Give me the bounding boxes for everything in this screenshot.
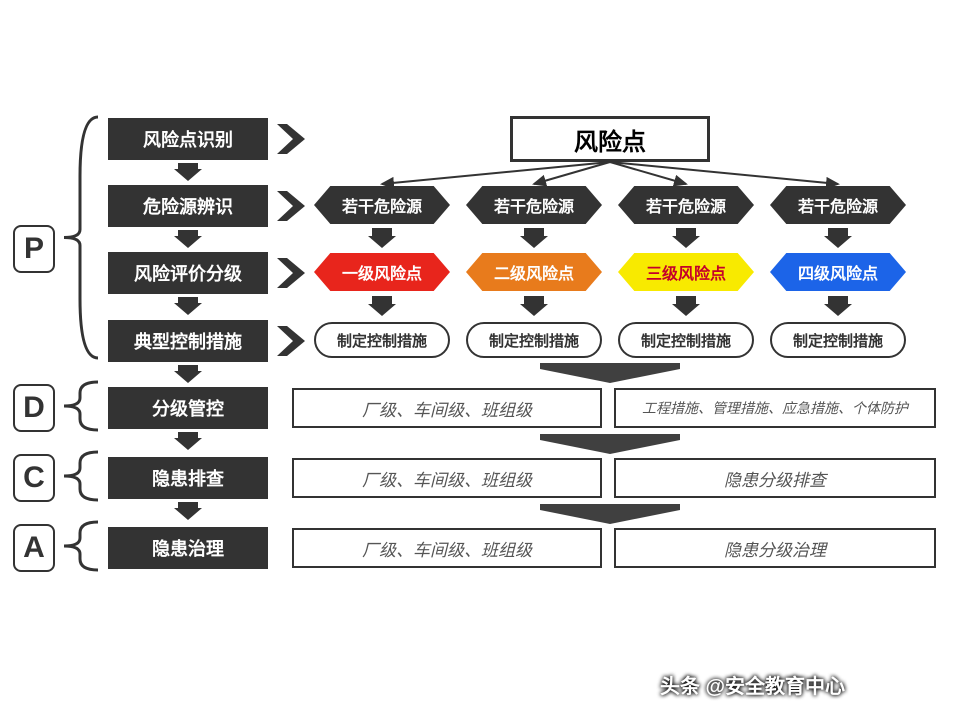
- chevron-right-icon: [275, 189, 309, 223]
- hazard-source-0: 若干危险源: [314, 186, 450, 224]
- hazard-source-3: 若干危险源: [770, 186, 906, 224]
- step-s3: 风险评价分级: [108, 252, 268, 294]
- step-s7: 隐患治理: [108, 527, 268, 569]
- arrow-down-icon: [372, 296, 392, 306]
- row-right-1: 隐患分级排查: [614, 458, 936, 498]
- arrow-down-icon: [178, 365, 198, 373]
- watermark-text: 头条 @安全教育中心: [660, 670, 845, 699]
- arrow-down-icon: [828, 296, 848, 306]
- chevron-right-icon: [275, 122, 309, 156]
- pdca-letter-D: D: [13, 384, 55, 432]
- measure-pill-1: 制定控制措施: [466, 322, 602, 358]
- arrow-down-icon: [676, 296, 696, 306]
- risk-level-1: 一级风险点: [314, 253, 450, 291]
- brace-P: [60, 115, 100, 360]
- chevron-right-icon: [275, 256, 309, 290]
- pdca-letter-A: A: [13, 524, 55, 572]
- step-s2: 危险源辨识: [108, 185, 268, 227]
- row-right-0: 工程措施、管理措施、应急措施、个体防护: [614, 388, 936, 428]
- pdca-flowchart: P DCA 风险点识别危险源辨识风险评价分级典型控制措施分级管控隐患排查隐患治理 风险…: [0, 0, 960, 720]
- arrow-down-wide-icon: [540, 434, 680, 440]
- step-s1: 风险点识别: [108, 118, 268, 160]
- row-left-1: 厂级、车间级、班组级: [292, 458, 602, 498]
- risk-point-header: 风险点: [510, 116, 710, 162]
- row-left-0: 厂级、车间级、班组级: [292, 388, 602, 428]
- arrow-down-wide-icon: [540, 504, 680, 510]
- arrow-down-icon: [178, 297, 198, 305]
- step-s4: 典型控制措施: [108, 320, 268, 362]
- pdca-letter-P: P: [13, 225, 55, 273]
- pdca-letter-C: C: [13, 454, 55, 502]
- row-left-2: 厂级、车间级、班组级: [292, 528, 602, 568]
- arrow-down-icon: [178, 230, 198, 238]
- arrow-down-icon: [178, 502, 198, 510]
- measure-pill-2: 制定控制措施: [618, 322, 754, 358]
- brace-D: [60, 380, 100, 432]
- measure-pill-3: 制定控制措施: [770, 322, 906, 358]
- arrow-down-icon: [676, 228, 696, 238]
- arrow-down-icon: [828, 228, 848, 238]
- arrow-down-icon: [178, 432, 198, 440]
- measure-pill-0: 制定控制措施: [314, 322, 450, 358]
- brace-C: [60, 450, 100, 502]
- row-right-2: 隐患分级治理: [614, 528, 936, 568]
- hazard-source-1: 若干危险源: [466, 186, 602, 224]
- brace-A: [60, 520, 100, 572]
- hazard-source-2: 若干危险源: [618, 186, 754, 224]
- chevron-right-icon: [275, 324, 309, 358]
- arrow-down-icon: [372, 228, 392, 238]
- risk-level-2: 二级风险点: [466, 253, 602, 291]
- arrow-down-wide-icon: [540, 363, 680, 369]
- arrow-down-icon: [524, 228, 544, 238]
- step-s6: 隐患排查: [108, 457, 268, 499]
- step-s5: 分级管控: [108, 387, 268, 429]
- risk-level-3: 三级风险点: [618, 253, 754, 291]
- arrow-down-icon: [524, 296, 544, 306]
- arrow-down-icon: [178, 163, 198, 171]
- risk-level-4: 四级风险点: [770, 253, 906, 291]
